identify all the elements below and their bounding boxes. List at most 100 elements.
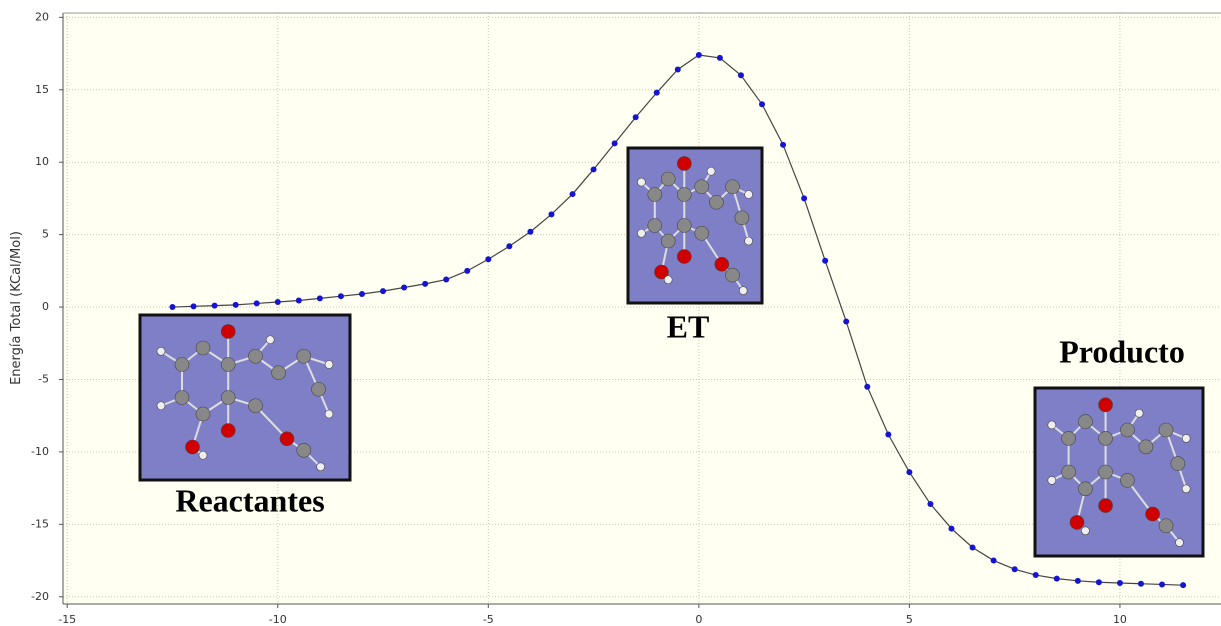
- atom: [312, 382, 326, 396]
- x-tick-label: -5: [483, 613, 494, 626]
- point: [254, 300, 260, 306]
- atom: [709, 195, 723, 209]
- atom: [1062, 431, 1076, 445]
- atom: [677, 157, 691, 171]
- atom: [1062, 465, 1076, 479]
- point: [1138, 581, 1144, 587]
- atom: [1159, 519, 1173, 533]
- point: [591, 166, 597, 172]
- molecule-box: [140, 315, 350, 480]
- point: [1012, 566, 1018, 572]
- x-tick-label: 10: [1113, 613, 1127, 626]
- atom: [735, 211, 749, 225]
- point: [927, 501, 933, 507]
- atom: [221, 325, 235, 339]
- atom: [1099, 499, 1113, 513]
- atom: [1182, 434, 1190, 442]
- point: [970, 545, 976, 551]
- atom: [1120, 423, 1134, 437]
- atom: [1146, 507, 1160, 521]
- point: [380, 288, 386, 294]
- y-tick-label: 10: [35, 155, 49, 168]
- point: [464, 268, 470, 274]
- point: [864, 384, 870, 390]
- point: [548, 211, 554, 217]
- page: {"chart_data": { "type": "line", "y_labe…: [0, 0, 1221, 626]
- atom: [1171, 457, 1185, 471]
- atom: [1120, 473, 1134, 487]
- x-tick-label: -10: [269, 613, 287, 626]
- atom: [745, 191, 753, 199]
- atom: [726, 180, 740, 194]
- atom: [297, 443, 311, 457]
- atom: [1070, 515, 1084, 529]
- y-tick-label: -10: [31, 445, 49, 458]
- x-tick-label: 5: [906, 613, 913, 626]
- point: [991, 558, 997, 564]
- point: [506, 243, 512, 249]
- point: [317, 295, 323, 301]
- point: [485, 256, 491, 262]
- point: [570, 191, 576, 197]
- atom: [280, 432, 294, 446]
- point: [1054, 576, 1060, 582]
- point: [1159, 581, 1165, 587]
- point: [675, 66, 681, 72]
- y-tick-label: -20: [31, 590, 49, 603]
- point: [696, 52, 702, 58]
- atom: [637, 178, 645, 186]
- y-axis-label: Energía Total (KCal/Mol): [9, 231, 24, 385]
- atom: [715, 257, 729, 271]
- atom: [249, 399, 263, 413]
- atom: [695, 226, 709, 240]
- point: [885, 432, 891, 438]
- point: [1033, 572, 1039, 578]
- atom: [677, 250, 691, 264]
- chart: Energía Total (KCal/Mol) -20 -15 -10 -5 0 5 10…: [0, 0, 1221, 626]
- x-tick-label: -15: [58, 613, 76, 626]
- point: [949, 526, 955, 532]
- atom: [1099, 465, 1113, 479]
- atom: [266, 336, 274, 344]
- atom: [1099, 431, 1113, 445]
- atom: [196, 407, 210, 421]
- point: [401, 284, 407, 290]
- atom: [272, 366, 286, 380]
- atom: [186, 440, 200, 454]
- atom: [1048, 476, 1056, 484]
- atom: [325, 410, 333, 418]
- atom: [1099, 398, 1113, 412]
- atom: [1135, 409, 1143, 417]
- point: [612, 140, 618, 146]
- atom: [297, 349, 311, 363]
- atom: [221, 424, 235, 438]
- atom: [157, 347, 165, 355]
- point: [1075, 578, 1081, 584]
- point: [527, 229, 533, 235]
- atom: [648, 219, 662, 233]
- atom: [175, 358, 189, 372]
- annotation: Reactantes: [175, 482, 324, 518]
- point: [801, 195, 807, 201]
- point: [654, 90, 660, 96]
- atom: [196, 341, 210, 355]
- point: [359, 291, 365, 297]
- point: [759, 101, 765, 107]
- point: [717, 55, 723, 61]
- x-tick-label: 0: [695, 613, 702, 626]
- atom: [1175, 539, 1183, 547]
- atom: [317, 463, 325, 471]
- atom: [739, 287, 747, 295]
- atom: [726, 268, 740, 282]
- atom: [1182, 485, 1190, 493]
- atom: [661, 234, 675, 248]
- atom: [325, 361, 333, 369]
- atom: [221, 358, 235, 372]
- atom: [221, 391, 235, 405]
- point: [169, 304, 175, 310]
- point: [338, 293, 344, 299]
- point: [191, 303, 197, 309]
- point: [1180, 582, 1186, 588]
- point: [822, 258, 828, 264]
- point: [780, 142, 786, 148]
